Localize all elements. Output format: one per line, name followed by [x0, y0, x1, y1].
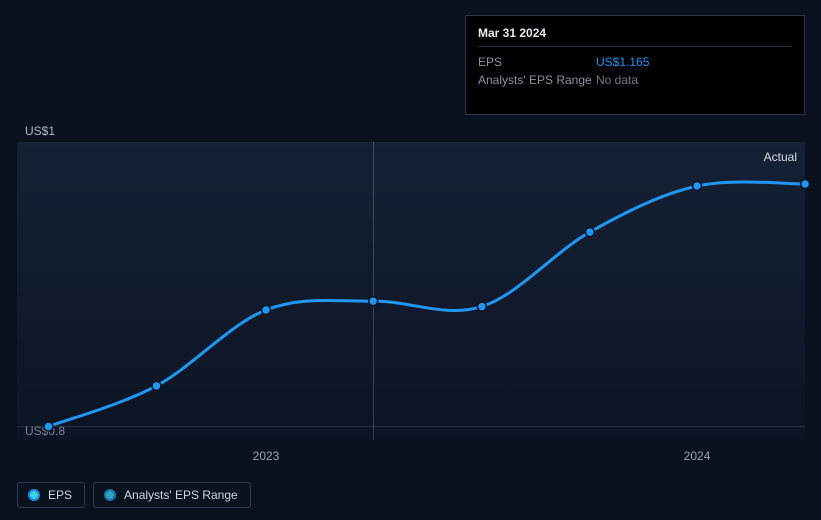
legend-item-analysts-range[interactable]: Analysts' EPS Range: [93, 482, 251, 508]
tooltip-value: No data: [596, 71, 638, 89]
x-axis-label: 2023: [253, 449, 280, 463]
eps-chart: US$1 US$0.8 Actual 2023 2024 Mar 31 2024…: [0, 0, 821, 520]
tooltip-key: EPS: [478, 53, 596, 71]
tooltip-row: EPS US$1.165: [478, 53, 792, 71]
legend: EPS Analysts' EPS Range: [17, 482, 251, 508]
line-series-svg: [17, 142, 805, 440]
chart-tooltip: Mar 31 2024 EPS US$1.165 Analysts' EPS R…: [465, 15, 805, 115]
data-point[interactable]: [801, 179, 810, 188]
legend-swatch-icon: [104, 489, 116, 501]
data-point[interactable]: [369, 297, 378, 306]
data-point[interactable]: [152, 381, 161, 390]
plot-area[interactable]: Actual: [17, 142, 805, 440]
y-axis-label: US$1: [25, 124, 55, 138]
tooltip-value: US$1.165: [596, 53, 649, 71]
data-point[interactable]: [693, 182, 702, 191]
data-point[interactable]: [44, 422, 53, 431]
tooltip-row: Analysts' EPS Range No data: [478, 71, 792, 89]
tooltip-key: Analysts' EPS Range: [478, 71, 596, 89]
legend-item-eps[interactable]: EPS: [17, 482, 85, 508]
legend-label: Analysts' EPS Range: [124, 488, 238, 502]
data-point[interactable]: [477, 302, 486, 311]
data-point[interactable]: [585, 228, 594, 237]
tooltip-title: Mar 31 2024: [478, 26, 792, 47]
data-point[interactable]: [262, 305, 271, 314]
legend-swatch-icon: [28, 489, 40, 501]
legend-label: EPS: [48, 488, 72, 502]
x-axis-label: 2024: [684, 449, 711, 463]
